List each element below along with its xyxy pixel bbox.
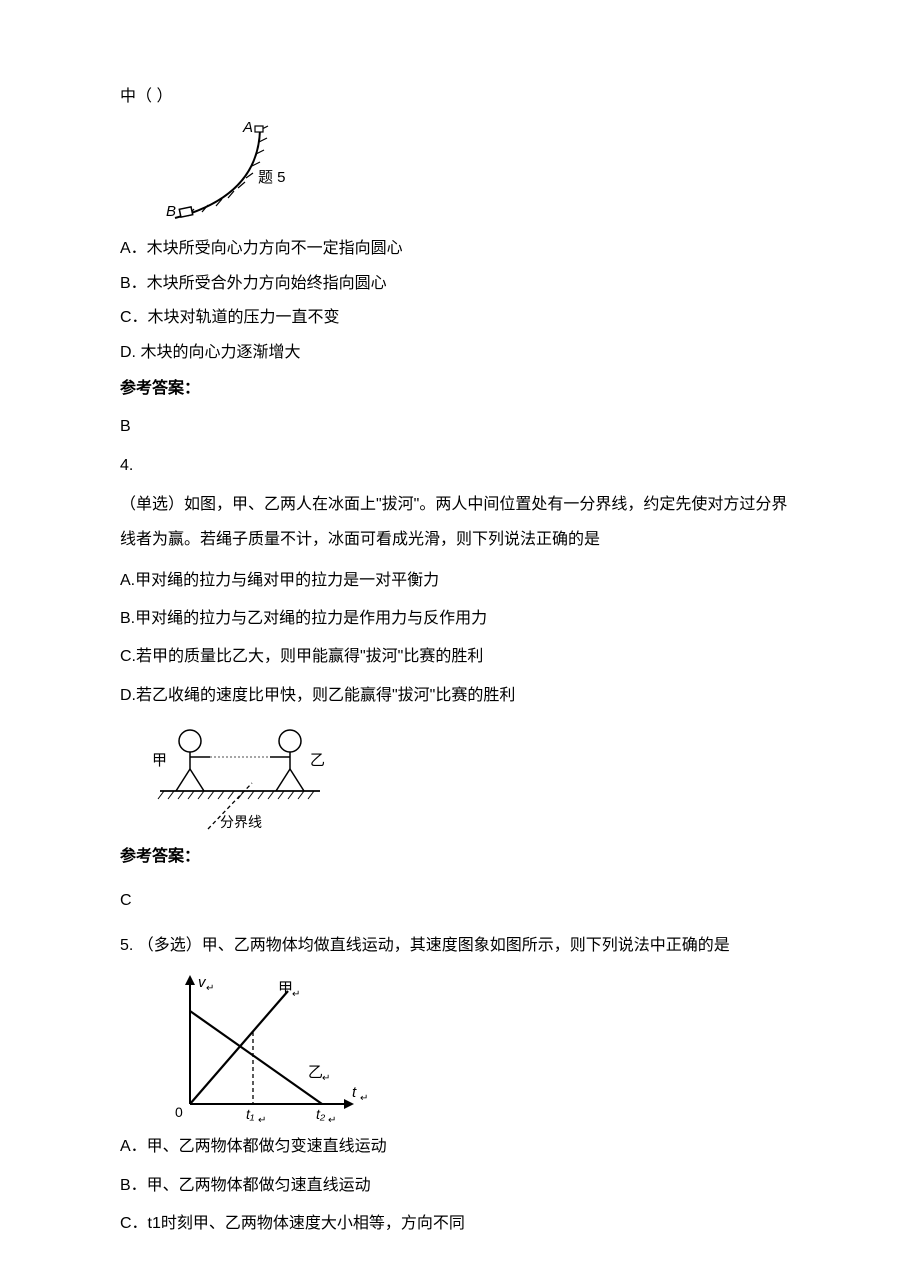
q3-option-A: A．木块所受向心力方向不一定指向圆心 (120, 234, 800, 264)
q5-label-yi: 乙 (308, 1064, 323, 1081)
q5-label-t1-ret: ↵ (258, 1115, 266, 1124)
q4-option-A: A.甲对绳的拉力与绳对甲的拉力是一对平衡力 (120, 566, 800, 596)
q5-option-B: B．甲、乙两物体都做匀速直线运动 (120, 1171, 800, 1201)
q5-option-A: A．甲、乙两物体都做匀变速直线运动 (120, 1132, 800, 1162)
q5-label-t: t (352, 1084, 357, 1101)
q3-caption: 题 5 (258, 169, 286, 186)
q4-label-jia: 甲 (152, 752, 167, 769)
q3-label-B: B (166, 203, 176, 220)
q5-figure: v ↵ t ↵ 0 t₁ ↵ t₂ ↵ 甲 ↵ 乙 ↵ (160, 969, 800, 1124)
q3-option-C: C．木块对轨道的压力一直不变 (120, 303, 800, 333)
q5-label-t2-ret: ↵ (328, 1115, 336, 1124)
q4-option-B: B.甲对绳的拉力与乙对绳的拉力是作用力与反作用力 (120, 604, 800, 634)
q5-label-yi-ret: ↵ (322, 1073, 330, 1084)
q4-option-D: D.若乙收绳的速度比甲快，则乙能赢得"拔河"比赛的胜利 (120, 681, 800, 711)
q3-answer-label: 参考答案： (120, 374, 800, 404)
q4-figure: 甲 乙 分界线 (140, 721, 800, 836)
q3-stem-fragment: 中（ ） (120, 82, 800, 112)
q4-label-line: 分界线 (220, 814, 262, 830)
q5-label-t2: t₂ (316, 1106, 326, 1122)
q5-label-0: 0 (175, 1104, 183, 1120)
q4-number: 4. (120, 451, 800, 481)
q4-answer: C (120, 886, 800, 916)
q5-option-C: C．t1时刻甲、乙两物体速度大小相等，方向不同 (120, 1209, 800, 1239)
q3-label-A: A (242, 119, 253, 136)
q5-label-jia-ret: ↵ (292, 989, 300, 1000)
q5-label-t1: t₁ (246, 1106, 255, 1122)
q4-label-yi: 乙 (310, 752, 325, 769)
q5-stem: 5. （多选）甲、乙两物体均做直线运动，其速度图象如图所示，则下列说法中正确的是 (120, 931, 800, 961)
q4-answer-label: 参考答案： (120, 842, 800, 872)
q5-label-v-ret: ↵ (206, 983, 214, 994)
q5-label-t-ret: ↵ (360, 1093, 368, 1104)
q3-figure: A B 题 5 (140, 118, 800, 228)
q3-answer: B (120, 412, 800, 442)
q5-label-jia: 甲 (278, 980, 293, 997)
q4-option-C: C.若甲的质量比乙大，则甲能赢得"拔河"比赛的胜利 (120, 642, 800, 672)
q4-stem: （单选）如图，甲、乙两人在冰面上"拔河"。两人中间位置处有一分界线，约定先使对方… (120, 487, 800, 557)
q3-option-D: D. 木块的向心力逐渐增大 (120, 338, 800, 368)
q3-option-B: B．木块所受合外力方向始终指向圆心 (120, 269, 800, 299)
